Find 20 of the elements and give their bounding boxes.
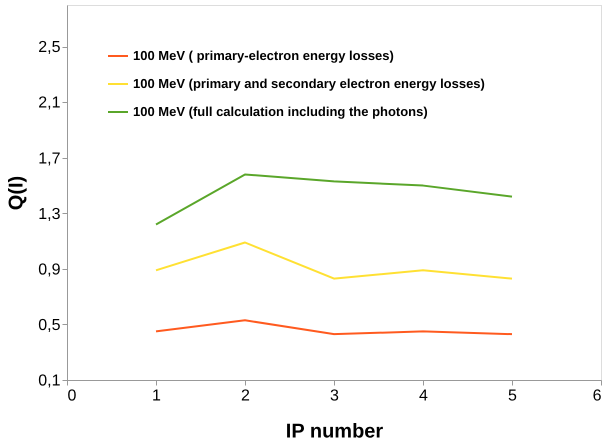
x-tick-label: 3 (330, 388, 340, 404)
legend-label: 100 MeV (primary and secondary electron energy losses) (133, 76, 485, 91)
legend-label: 100 MeV (full calculation including the photons) (133, 104, 428, 119)
x-tick-label: 6 (592, 388, 602, 404)
y-tick-label: 2,5 (38, 39, 61, 56)
y-axis-title: Q(I) (5, 176, 28, 210)
x-axis-title: IP number (286, 420, 384, 442)
y-tick-label: 0,9 (38, 261, 61, 278)
line-series (155, 173, 513, 226)
y-tick-label: 1,7 (38, 150, 61, 168)
x-tick-label: 5 (508, 388, 518, 404)
x-tick-label: 1 (152, 388, 162, 404)
x-tick-label: 0 (68, 388, 76, 404)
y-tick-label: 2,1 (38, 94, 61, 112)
x-tick-label: 4 (419, 388, 428, 404)
legend-label: 100 MeV ( primary-electron energy losses) (133, 48, 394, 63)
y-tick-label: 0,5 (38, 316, 61, 334)
y-tick-label: 0,1 (38, 372, 61, 390)
x-tick-label: 2 (241, 388, 250, 404)
y-tick-label: 1,3 (38, 206, 61, 223)
